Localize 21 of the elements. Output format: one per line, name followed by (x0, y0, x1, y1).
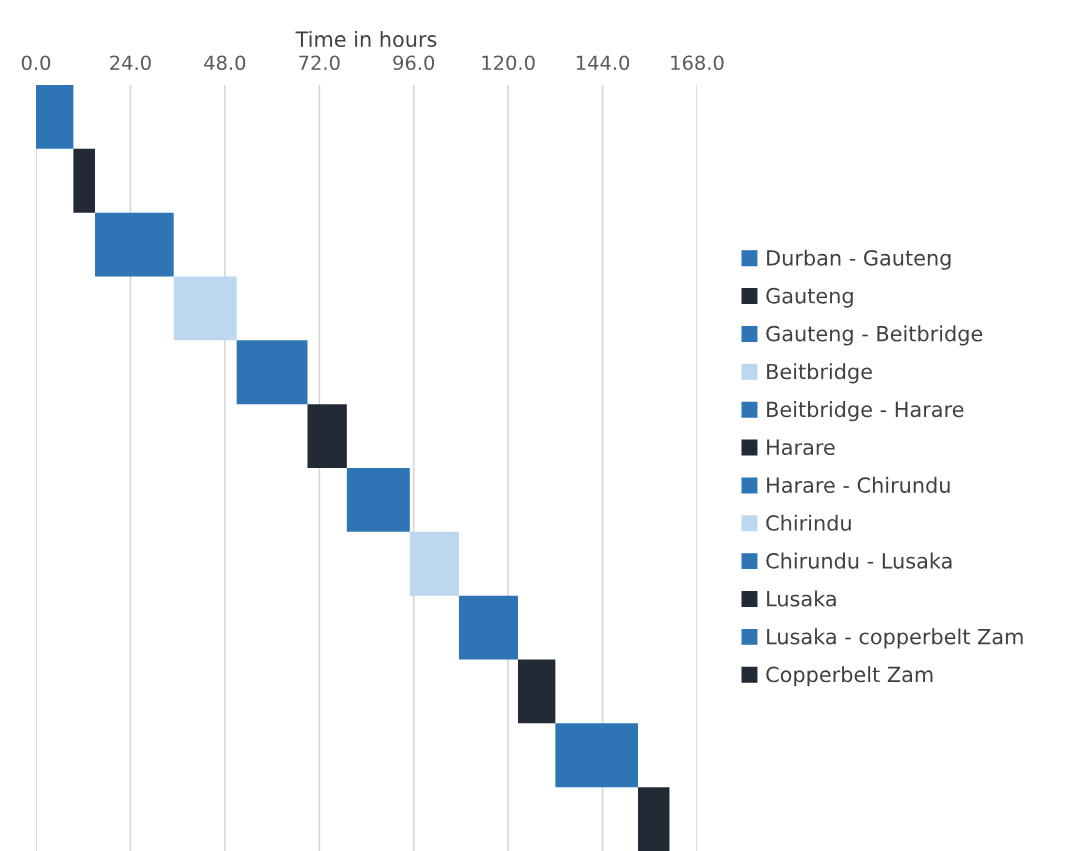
x-axis-title: Time in hours (295, 30, 437, 48)
legend-label: Beitbridge (767, 363, 872, 384)
x-tick-label: 96.0 (393, 55, 435, 71)
x-tick-label: 120.0 (482, 55, 535, 71)
legend-label: Lusaka (767, 590, 836, 607)
legend-label: Harare (767, 439, 835, 456)
x-tick-label: 24.0 (110, 55, 151, 71)
x-tick-label: 0.0 (21, 55, 51, 71)
legend-label: Harare - Chirundu (767, 476, 950, 493)
legend-label: Chirundu - Lusaka (766, 552, 952, 569)
legend-label: Beitbridge - Harare (767, 401, 964, 422)
legend-label: Gauteng - Beitbridge (766, 325, 983, 346)
x-tick-label: 48.0 (204, 55, 246, 71)
legend-label: Chirindu (766, 514, 851, 531)
x-tick-label: 72.0 (299, 55, 340, 71)
x-tick-label: 168.0 (671, 55, 724, 71)
legend-label: Durban - Gauteng (767, 249, 951, 270)
legend-label: Gauteng (766, 287, 853, 308)
legend-label: Lusaka - copperbelt Zam (767, 628, 1023, 649)
legend-label: Copperbelt Zam (766, 666, 933, 687)
x-tick-label: 144.0 (576, 55, 630, 71)
